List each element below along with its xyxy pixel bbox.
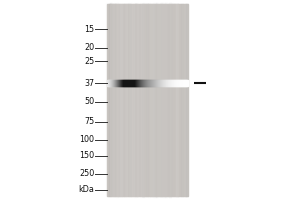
Bar [156,80,158,86]
Bar [128,80,130,86]
Bar [152,80,154,86]
Bar [123,80,125,86]
Bar [172,80,174,86]
Bar [130,80,132,86]
Bar [176,80,178,86]
Bar [110,4,178,196]
Bar [154,80,156,86]
Bar [136,80,138,86]
Text: 150: 150 [80,152,94,160]
Bar [185,80,187,86]
Bar [166,80,168,86]
Bar [184,80,186,86]
Bar [170,80,172,86]
Bar [125,80,127,86]
Bar [106,4,188,196]
Bar [149,80,151,86]
Bar [129,80,131,86]
Bar [186,80,188,86]
Bar [183,80,184,86]
Bar [112,80,114,86]
Bar [157,80,159,86]
Bar [169,80,171,86]
Bar [173,80,175,86]
Bar [138,80,140,86]
Text: 250: 250 [79,170,94,178]
Bar [120,80,122,86]
Bar [155,80,157,86]
Bar [141,80,143,86]
Bar [174,80,176,86]
Bar [110,80,112,86]
Bar [180,80,182,86]
Bar [151,80,153,86]
Bar [116,80,118,86]
Bar [181,80,183,86]
Bar [111,80,113,86]
Bar [118,80,120,86]
Bar [182,80,184,86]
Bar [108,80,110,86]
Bar [133,80,135,86]
Bar [119,80,121,86]
Bar [150,80,152,86]
Bar [145,80,147,86]
Text: 37: 37 [84,78,94,88]
Text: 75: 75 [84,117,94,127]
Bar [139,80,141,86]
Bar [127,80,129,86]
Bar [135,80,137,86]
Bar [121,80,123,86]
Bar [147,80,149,86]
Bar [116,80,117,86]
Bar [163,80,165,86]
Bar [143,80,145,86]
Bar [158,80,160,86]
Text: 100: 100 [80,136,94,144]
Bar [167,80,169,86]
Bar [161,80,163,86]
Bar [177,80,178,86]
Bar [140,80,142,86]
Bar [160,80,162,86]
Bar [178,80,180,86]
Bar [113,80,115,86]
Bar [168,80,170,86]
Bar [126,80,128,86]
Text: 15: 15 [84,24,94,33]
Bar [132,80,134,86]
Bar [144,80,146,86]
Bar [179,80,181,86]
Bar [175,80,177,86]
Bar [165,80,167,86]
Bar [162,80,164,86]
Bar [134,80,136,86]
Bar [131,80,133,86]
Bar [122,80,124,86]
Text: 20: 20 [84,44,94,52]
Bar [159,80,161,86]
Bar [146,80,148,86]
Bar [153,80,155,86]
Bar [137,80,139,86]
Text: kDa: kDa [79,186,94,194]
Bar [148,80,150,86]
Bar [110,80,111,86]
Bar [114,80,116,86]
Bar [107,80,109,86]
Bar [164,80,166,86]
Bar [171,80,173,86]
Bar [117,80,119,86]
Bar [124,80,126,86]
Text: 25: 25 [84,56,94,66]
Bar [142,80,144,86]
Text: 50: 50 [84,98,94,106]
